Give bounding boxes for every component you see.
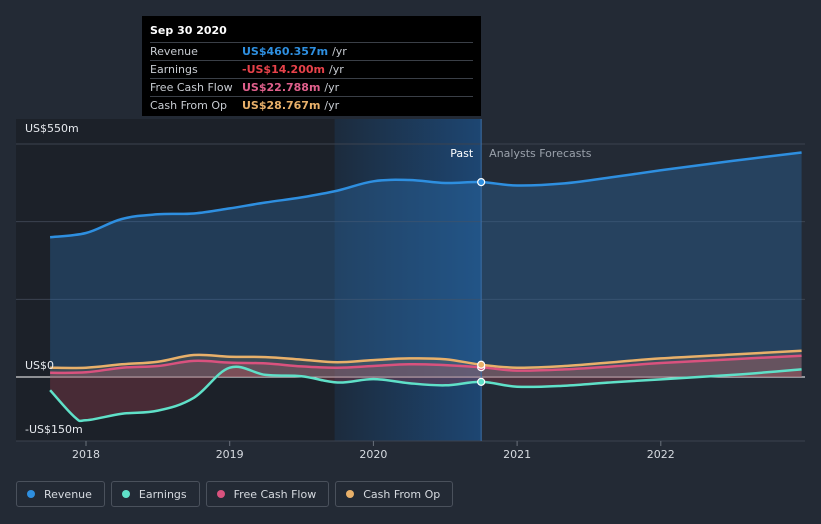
tooltip-date: Sep 30 2020 [150, 24, 227, 37]
hover-markers [477, 178, 486, 386]
tooltip-label: Earnings [150, 63, 198, 76]
tooltip-label: Revenue [150, 45, 198, 58]
line-revenue [49, 151, 802, 239]
marker-revenue [477, 178, 486, 187]
legend-label: Cash From Op [363, 487, 441, 501]
tooltip-unit: /yr [324, 81, 340, 94]
tooltip-unit: /yr [332, 45, 347, 58]
legend-item-earnings[interactable]: Earnings [110, 481, 200, 507]
highlight-region [334, 119, 482, 441]
y-tick-label: US$550m [25, 122, 79, 135]
tooltip-row-free-cash-flow: Free Cash Flow US$22.788m /yr [150, 78, 473, 96]
forecast-label: Analysts Forecasts [489, 147, 592, 160]
tooltip-value: US$460.357m [242, 45, 329, 58]
tooltip-value: -US$14.200m [242, 63, 325, 76]
tooltip-value: US$22.788m [242, 81, 321, 94]
area-earnings [50, 366, 802, 421]
legend-dot-icon [27, 490, 35, 498]
legend-label: Revenue [44, 487, 92, 501]
legend-dot-icon [121, 490, 130, 498]
x-tick-label: 2021 [503, 448, 531, 461]
tooltip-row-cash-from-op: Cash From Op US$28.767m /yr [150, 96, 473, 114]
tooltip-row-revenue: Revenue US$460.357m /yr [150, 42, 473, 60]
y-tick-label: -US$150m [25, 423, 83, 436]
line-earnings [49, 365, 802, 423]
grid-lines [16, 143, 805, 442]
tooltip-label: Free Cash Flow [150, 81, 233, 94]
line-cash-from-op [50, 349, 802, 370]
tooltip-unit: /yr [324, 99, 340, 112]
data-tooltip: Sep 30 2020 Revenue US$460.357m /yr Earn… [142, 16, 481, 116]
series-areas [50, 152, 802, 421]
x-tick-label: 2019 [216, 448, 244, 461]
legend-item-free-cash-flow[interactable]: Free Cash Flow [205, 481, 330, 507]
marker-earnings [477, 377, 486, 386]
legend-label: Free Cash Flow [233, 487, 317, 501]
line-free-cash-flow [50, 354, 802, 375]
tooltip-unit: /yr [328, 63, 344, 76]
legend-label: Earnings [138, 487, 187, 501]
tooltip-label: Cash From Op [150, 99, 228, 112]
area-revenue [50, 152, 802, 377]
x-tick-label: 2022 [647, 448, 675, 461]
past-label: Past [450, 147, 474, 160]
marker-cash-from-op [477, 360, 486, 369]
legend-item-revenue[interactable]: Revenue [16, 481, 105, 507]
area-free-cash-flow [50, 355, 802, 377]
chart-legend: Revenue Earnings Free Cash Flow Cash Fro… [16, 481, 454, 507]
legend-dot-icon [346, 490, 355, 498]
x-tick-label: 2018 [72, 448, 100, 461]
series-lines [49, 151, 802, 423]
legend-item-cash-from-op[interactable]: Cash From Op [335, 481, 454, 507]
axis-labels: US$550m US$0 -US$150m 2018 2019 2020 2021 2022 [25, 122, 675, 461]
tooltip-value: US$28.767m [242, 99, 321, 112]
x-tick-label: 2020 [359, 448, 387, 461]
y-tick-label: US$0 [25, 359, 54, 372]
legend-dot-icon [216, 490, 225, 498]
tooltip-row-earnings: Earnings -US$14.200m /yr [150, 60, 473, 78]
